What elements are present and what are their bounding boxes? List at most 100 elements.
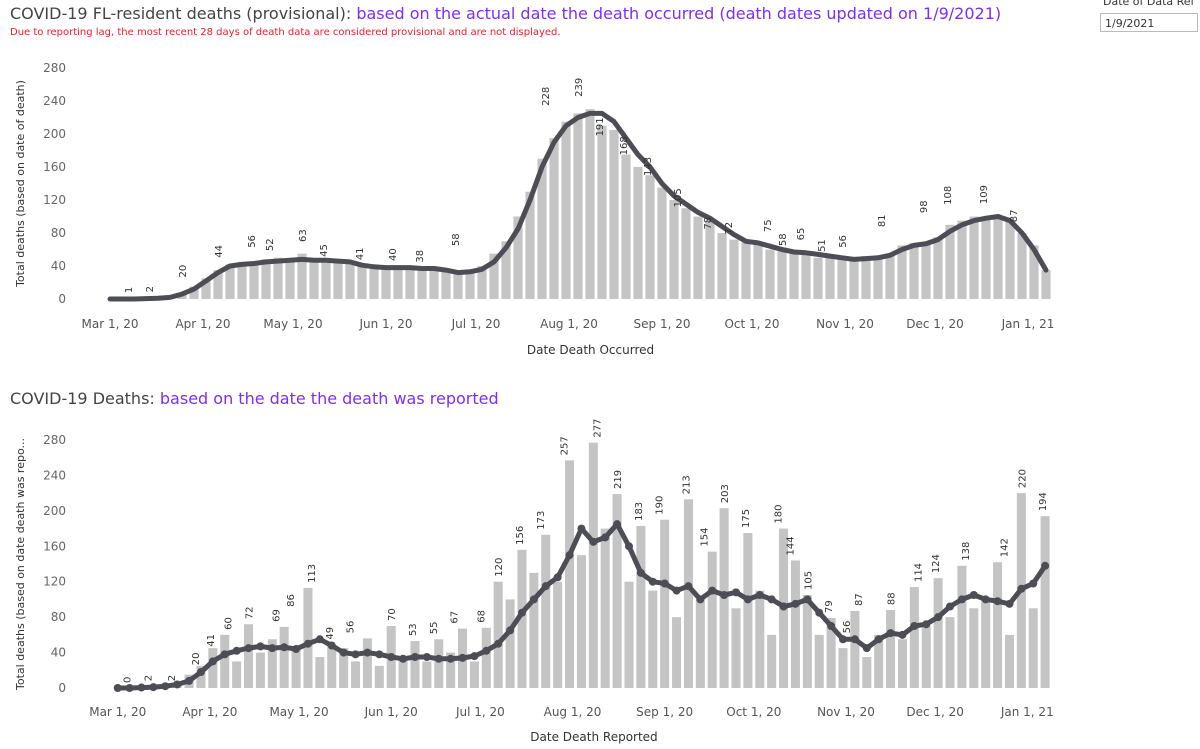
filter-label: Date of Data Rel — [1103, 0, 1194, 8]
x-tick-label: May 1, 20 — [269, 705, 328, 719]
x-tick-label: Apr 1, 20 — [175, 317, 230, 331]
bar — [333, 262, 343, 299]
bar — [321, 261, 331, 299]
data-label: 87 — [1009, 209, 1020, 222]
bar — [669, 200, 679, 299]
bar — [489, 253, 499, 299]
bar — [529, 572, 539, 688]
bar — [969, 608, 979, 688]
bar — [861, 256, 871, 299]
data-label: 40 — [388, 248, 399, 261]
x-tick-label: Dec 1, 20 — [906, 705, 964, 719]
line-marker — [732, 588, 740, 597]
data-label: 239 — [574, 78, 585, 97]
y-tick-label: 0 — [58, 681, 66, 695]
bar — [695, 599, 705, 688]
data-label: 109 — [979, 185, 990, 204]
bar — [501, 241, 511, 299]
line-marker — [743, 595, 752, 604]
line-marker — [363, 648, 372, 657]
bar — [213, 270, 223, 299]
bar — [825, 257, 835, 299]
line-marker — [910, 622, 919, 630]
bar — [255, 652, 265, 688]
bar — [553, 581, 563, 688]
bar — [897, 639, 907, 688]
line-marker — [779, 602, 788, 611]
bar — [862, 657, 872, 688]
y-tick-label: 200 — [43, 504, 66, 518]
line — [107, 110, 1049, 302]
bar — [657, 187, 667, 299]
bar — [405, 266, 415, 299]
line-marker — [137, 683, 146, 692]
bar — [729, 239, 739, 299]
bar — [981, 599, 991, 688]
bar — [196, 665, 206, 688]
x-tick-label: Jul 1, 20 — [455, 705, 505, 719]
x-tick-label: Mar 1, 20 — [82, 317, 139, 331]
data-label: 72 — [245, 606, 256, 619]
bar — [886, 610, 896, 688]
data-label: 44 — [214, 245, 225, 258]
data-label: 175 — [741, 509, 752, 528]
line-marker — [470, 652, 479, 661]
line-marker — [517, 608, 526, 617]
data-label: 56 — [838, 235, 849, 248]
bar — [453, 272, 463, 299]
x-tick-label: Jun 1, 20 — [358, 317, 412, 331]
bar — [267, 639, 277, 688]
line-marker — [827, 622, 836, 630]
data-label: 156 — [515, 526, 526, 545]
bar — [565, 460, 575, 688]
bar — [513, 216, 523, 299]
y-tick-label: 40 — [51, 646, 66, 660]
data-label: 56 — [247, 235, 258, 248]
x-tick-label: Oct 1, 20 — [726, 705, 781, 719]
bar — [801, 251, 811, 299]
bar — [232, 661, 242, 688]
y-tick-label: 160 — [43, 160, 66, 174]
data-label: 220 — [1017, 469, 1028, 488]
bar — [777, 247, 787, 299]
line-marker — [541, 582, 550, 591]
data-label: 144 — [786, 536, 797, 555]
data-label: 105 — [673, 188, 684, 207]
data-label: 114 — [913, 563, 924, 582]
data-label: 67 — [450, 611, 461, 624]
bar — [327, 644, 337, 688]
bar — [600, 528, 610, 688]
data-label: 173 — [536, 511, 547, 530]
line-marker — [589, 537, 598, 546]
bar — [273, 257, 283, 299]
bar — [285, 260, 295, 299]
data-label: 228 — [541, 87, 552, 106]
bar — [517, 549, 527, 688]
line-marker — [696, 595, 705, 604]
data-label: 58 — [451, 233, 462, 246]
bar — [243, 624, 254, 688]
data-label: 87 — [854, 593, 865, 606]
data-label: 154 — [699, 528, 710, 547]
bar — [909, 242, 919, 299]
line-marker — [874, 635, 883, 644]
bar — [957, 220, 967, 299]
line-marker — [565, 551, 574, 560]
bar — [645, 175, 655, 299]
line-marker — [280, 643, 289, 652]
line-marker — [946, 602, 955, 611]
line-marker — [149, 683, 158, 692]
line-marker — [969, 591, 978, 599]
line-marker — [256, 642, 265, 651]
line-marker — [446, 654, 455, 663]
line-marker — [125, 684, 134, 692]
data-label: 56 — [346, 621, 357, 634]
line-marker — [815, 608, 824, 617]
x-tick-label: Apr 1, 20 — [182, 705, 237, 719]
line-marker — [506, 626, 515, 635]
line-marker — [327, 641, 336, 650]
filter-input[interactable]: 1/9/2021 — [1100, 13, 1198, 32]
line-marker — [422, 653, 431, 661]
line-marker — [862, 644, 871, 653]
bar — [597, 125, 607, 299]
